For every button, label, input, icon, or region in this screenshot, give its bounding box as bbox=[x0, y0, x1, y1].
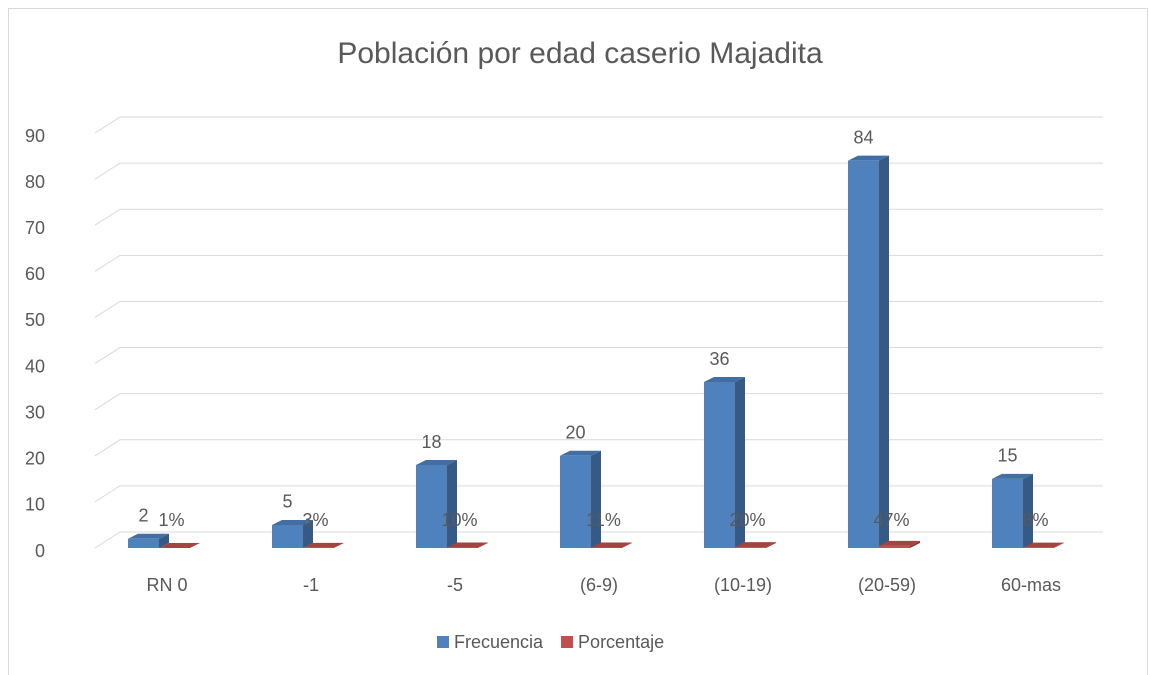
x-tick-label: 60-mas bbox=[1001, 575, 1061, 595]
x-tick-label: RN 0 bbox=[146, 575, 187, 595]
x-tick-label: (6-9) bbox=[580, 575, 618, 595]
y-tick-label: 40 bbox=[25, 356, 45, 376]
bar bbox=[128, 538, 159, 548]
data-label: 36 bbox=[709, 349, 729, 369]
bar-top bbox=[735, 542, 776, 548]
bar-side bbox=[591, 450, 601, 548]
data-label: 15 bbox=[997, 446, 1017, 466]
data-label: 11% bbox=[586, 510, 621, 530]
bar-top bbox=[159, 542, 200, 548]
legend-swatch bbox=[561, 636, 574, 648]
data-label: 8% bbox=[1022, 510, 1048, 530]
chart-title: Población por edad caserio Majadita bbox=[337, 37, 823, 70]
grid-line bbox=[94, 254, 1103, 272]
x-tick-label: -1 bbox=[303, 575, 319, 595]
bar-top bbox=[447, 542, 488, 548]
data-label: 2 bbox=[138, 506, 148, 526]
bar-top bbox=[992, 473, 1033, 479]
bar-top bbox=[303, 542, 344, 548]
y-tick-label: 30 bbox=[25, 402, 45, 422]
bar-top bbox=[128, 533, 169, 539]
bar-side bbox=[766, 542, 776, 548]
bar-side bbox=[447, 460, 457, 548]
y-tick-label: 50 bbox=[25, 310, 45, 330]
data-label: 3% bbox=[302, 510, 328, 530]
y-tick-label: 90 bbox=[25, 126, 45, 146]
y-tick-label: 60 bbox=[25, 264, 45, 284]
y-tick-label: 20 bbox=[25, 449, 45, 469]
y-tick-label: 0 bbox=[35, 541, 45, 561]
bar bbox=[591, 547, 622, 548]
grid-line bbox=[94, 347, 1103, 364]
legend-swatch bbox=[437, 636, 449, 648]
bar-side bbox=[190, 542, 200, 548]
bar bbox=[704, 382, 735, 548]
data-label: 47% bbox=[873, 510, 909, 530]
bar-side bbox=[1054, 542, 1064, 548]
data-label: 10% bbox=[441, 510, 477, 530]
bar bbox=[272, 524, 303, 548]
bar bbox=[560, 455, 591, 548]
legend-label: Frecuencia bbox=[454, 632, 544, 652]
bar-top bbox=[272, 519, 313, 525]
chart-border bbox=[8, 8, 1148, 675]
bar-top bbox=[591, 542, 632, 548]
y-tick-label: 10 bbox=[25, 495, 45, 515]
bar-side bbox=[478, 542, 488, 548]
grid-line bbox=[94, 116, 1103, 134]
grid-line bbox=[94, 162, 1103, 180]
data-label: 1% bbox=[158, 510, 184, 530]
bar-side bbox=[910, 540, 920, 548]
bar-top bbox=[416, 460, 457, 465]
bar-top bbox=[1023, 542, 1064, 548]
legend-label: Porcentaje bbox=[578, 632, 664, 652]
bar bbox=[848, 160, 879, 548]
x-tick-label: -5 bbox=[447, 575, 463, 595]
bar-top bbox=[848, 155, 889, 161]
bar-side bbox=[879, 155, 889, 548]
data-label: 20% bbox=[729, 510, 765, 530]
y-tick-label: 80 bbox=[25, 172, 45, 192]
data-label: 20 bbox=[565, 423, 585, 443]
bar-side bbox=[334, 542, 344, 548]
grid-line bbox=[94, 439, 1103, 457]
data-label: 18 bbox=[421, 432, 441, 452]
data-label: 5 bbox=[282, 492, 292, 512]
bar-top bbox=[704, 377, 745, 382]
bar-side bbox=[735, 377, 745, 548]
bar bbox=[879, 545, 910, 548]
grid-line bbox=[94, 393, 1103, 411]
x-tick-label: (10-19) bbox=[714, 575, 772, 595]
bar bbox=[992, 478, 1023, 548]
bar-side bbox=[1023, 473, 1033, 548]
bar-side bbox=[303, 519, 313, 548]
bar bbox=[735, 547, 766, 548]
grid-line bbox=[94, 485, 1103, 503]
x-tick-label: (20-59) bbox=[858, 575, 916, 595]
grid-line bbox=[94, 531, 1103, 549]
bar-side bbox=[622, 542, 632, 548]
bar-top bbox=[879, 540, 920, 546]
y-tick-label: 70 bbox=[25, 218, 45, 238]
bar-top bbox=[560, 450, 601, 456]
bar bbox=[416, 465, 447, 548]
grid-line bbox=[94, 208, 1103, 226]
data-label: 84 bbox=[853, 127, 873, 147]
bar-side bbox=[159, 533, 169, 548]
grid-line bbox=[94, 300, 1103, 318]
